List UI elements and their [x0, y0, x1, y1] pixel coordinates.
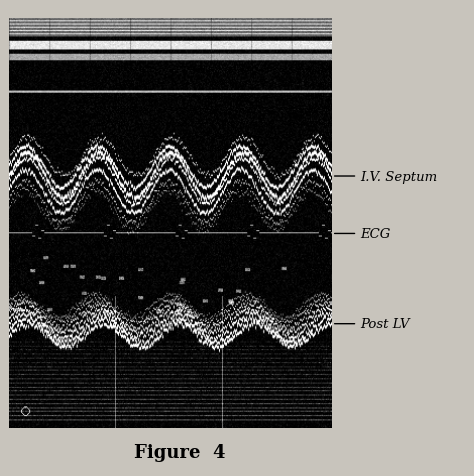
Text: I.V. Septum: I.V. Septum [360, 170, 438, 183]
Text: Figure  4: Figure 4 [134, 443, 226, 461]
Text: Post LV: Post LV [360, 317, 410, 330]
Text: ECG: ECG [360, 228, 391, 240]
